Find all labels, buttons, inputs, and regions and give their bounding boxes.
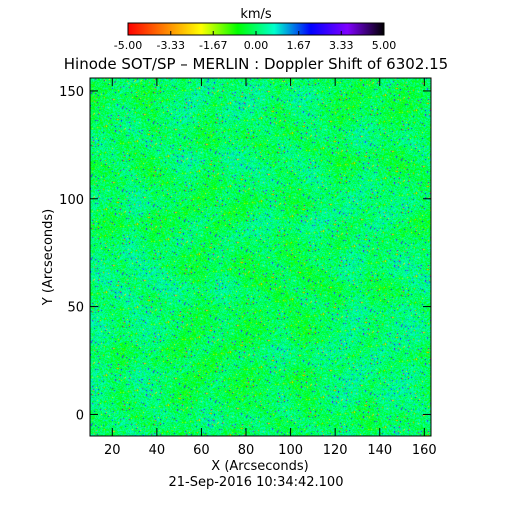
plot-frame — [89, 77, 432, 437]
chart-title: Hinode SOT/SP – MERLIN : Doppler Shift o… — [64, 55, 448, 73]
colorbar-label: km/s — [240, 7, 272, 22]
colorbar-tick-label: 0.00 — [244, 39, 269, 52]
y-tick-label: 150 — [59, 85, 84, 100]
x-tick-label: 120 — [323, 443, 348, 458]
y-axis: 0 50 100 150 — [59, 85, 431, 423]
timestamp-footer: 21-Sep-2016 10:34:42.100 — [169, 475, 344, 490]
x-tick-label: 160 — [412, 443, 437, 458]
x-tick-label: 140 — [367, 443, 392, 458]
colorbar-tick-label: -5.00 — [114, 39, 142, 52]
y-tick-label: 0 — [76, 408, 84, 423]
x-axis-label: X (Arcseconds) — [211, 459, 308, 474]
colorbar-tick-label: -3.33 — [157, 39, 185, 52]
x-tick-label: 60 — [193, 443, 210, 458]
x-tick-label: 20 — [104, 443, 121, 458]
x-axis: 20 40 60 80 100 120 140 160 — [104, 78, 437, 458]
y-tick-label: 100 — [59, 193, 84, 208]
x-tick-label: 80 — [238, 443, 255, 458]
colorbar-ticks: -5.00 -3.33 -1.67 0.00 1.67 3.33 5.00 — [114, 31, 396, 52]
colorbar-tick-label: 5.00 — [372, 39, 397, 52]
colorbar-tick-label: 1.67 — [287, 39, 312, 52]
heatmap-field — [90, 78, 431, 436]
colorbar-tick-label: 3.33 — [329, 39, 354, 52]
y-axis-label: Y (Arcseconds) — [41, 209, 56, 306]
x-tick-label: 40 — [149, 443, 166, 458]
plot-area: 20 40 60 80 100 120 140 160 0 50 100 150 — [59, 77, 437, 458]
colorbar: km/s -5.00 -3.33 -1.67 0.00 1.67 3.33 5.00 — [114, 7, 396, 52]
y-tick-label: 50 — [67, 301, 84, 316]
x-tick-label: 100 — [278, 443, 303, 458]
colorbar-tick-label: -1.67 — [199, 39, 227, 52]
